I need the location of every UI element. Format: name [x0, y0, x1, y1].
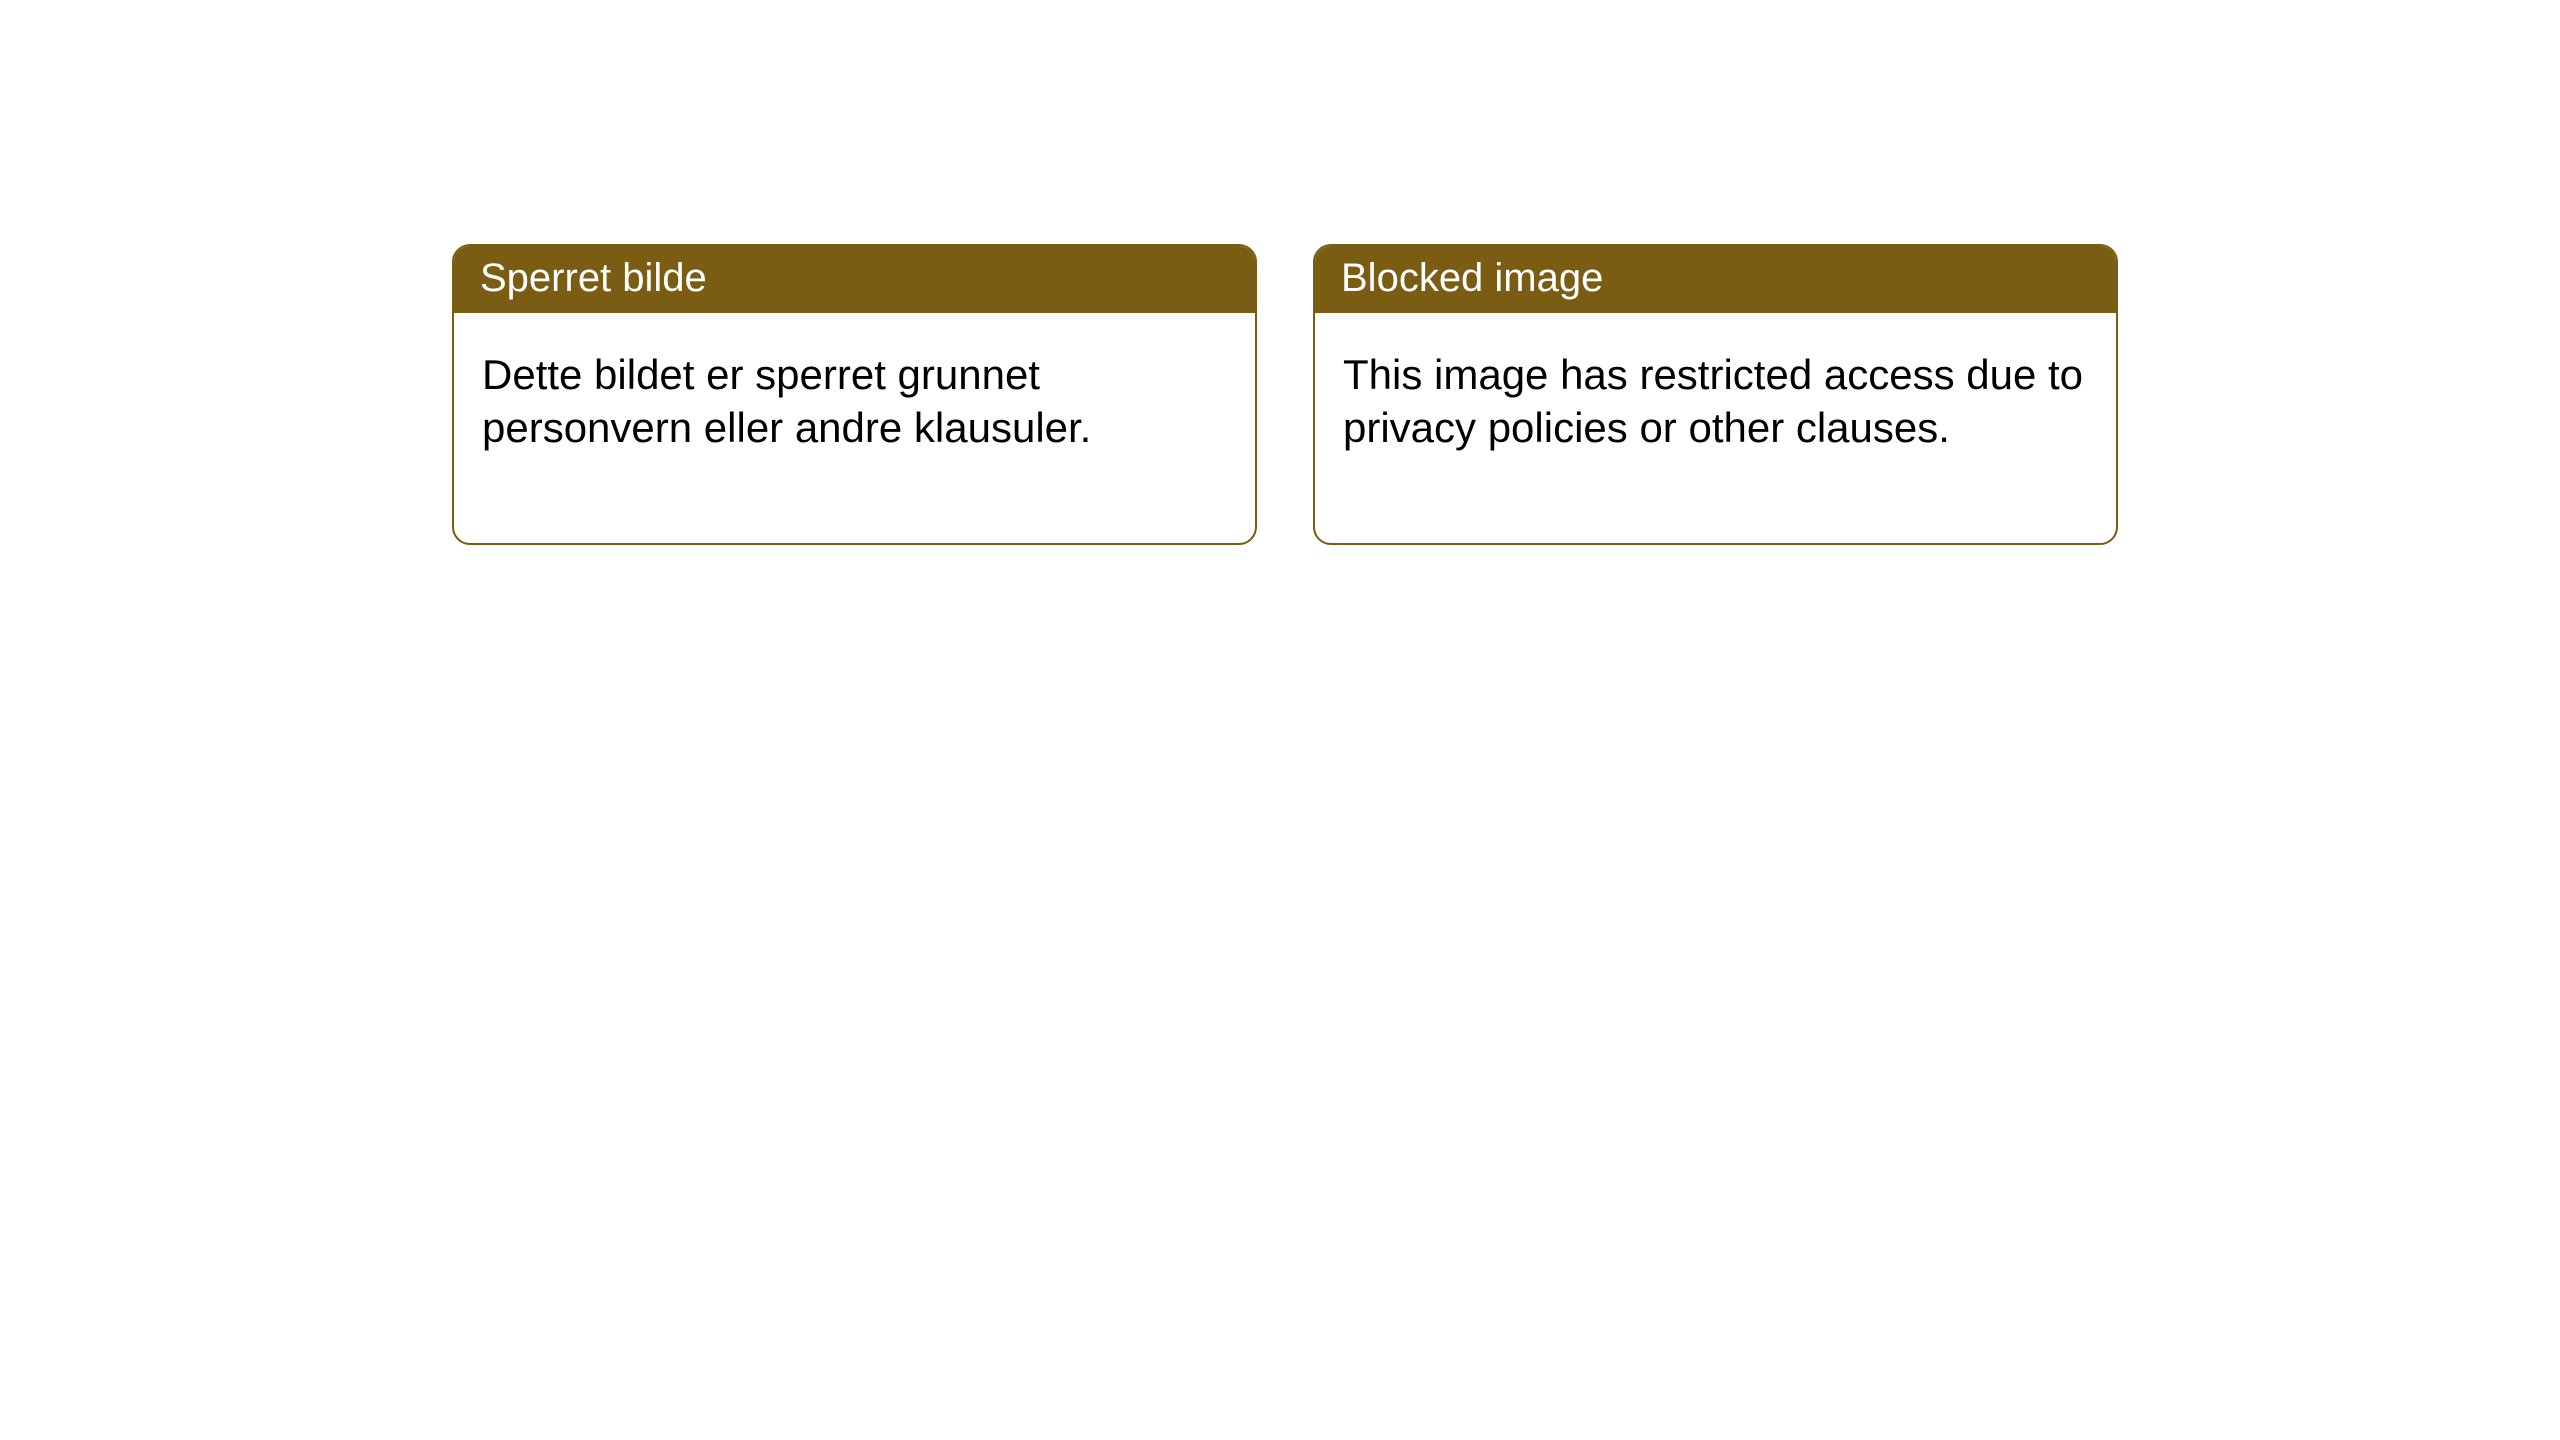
card-text-norwegian: Dette bildet er sperret grunnet personve…	[482, 351, 1091, 451]
card-text-english: This image has restricted access due to …	[1343, 351, 2083, 451]
notice-container: Sperret bilde Dette bildet er sperret gr…	[0, 0, 2560, 545]
card-body-english: This image has restricted access due to …	[1315, 313, 2116, 543]
card-title-norwegian: Sperret bilde	[480, 256, 707, 300]
card-body-norwegian: Dette bildet er sperret grunnet personve…	[454, 313, 1255, 543]
card-header-english: Blocked image	[1315, 246, 2116, 313]
card-header-norwegian: Sperret bilde	[454, 246, 1255, 313]
blocked-image-card-english: Blocked image This image has restricted …	[1313, 244, 2118, 545]
blocked-image-card-norwegian: Sperret bilde Dette bildet er sperret gr…	[452, 244, 1257, 545]
card-title-english: Blocked image	[1341, 256, 1603, 300]
